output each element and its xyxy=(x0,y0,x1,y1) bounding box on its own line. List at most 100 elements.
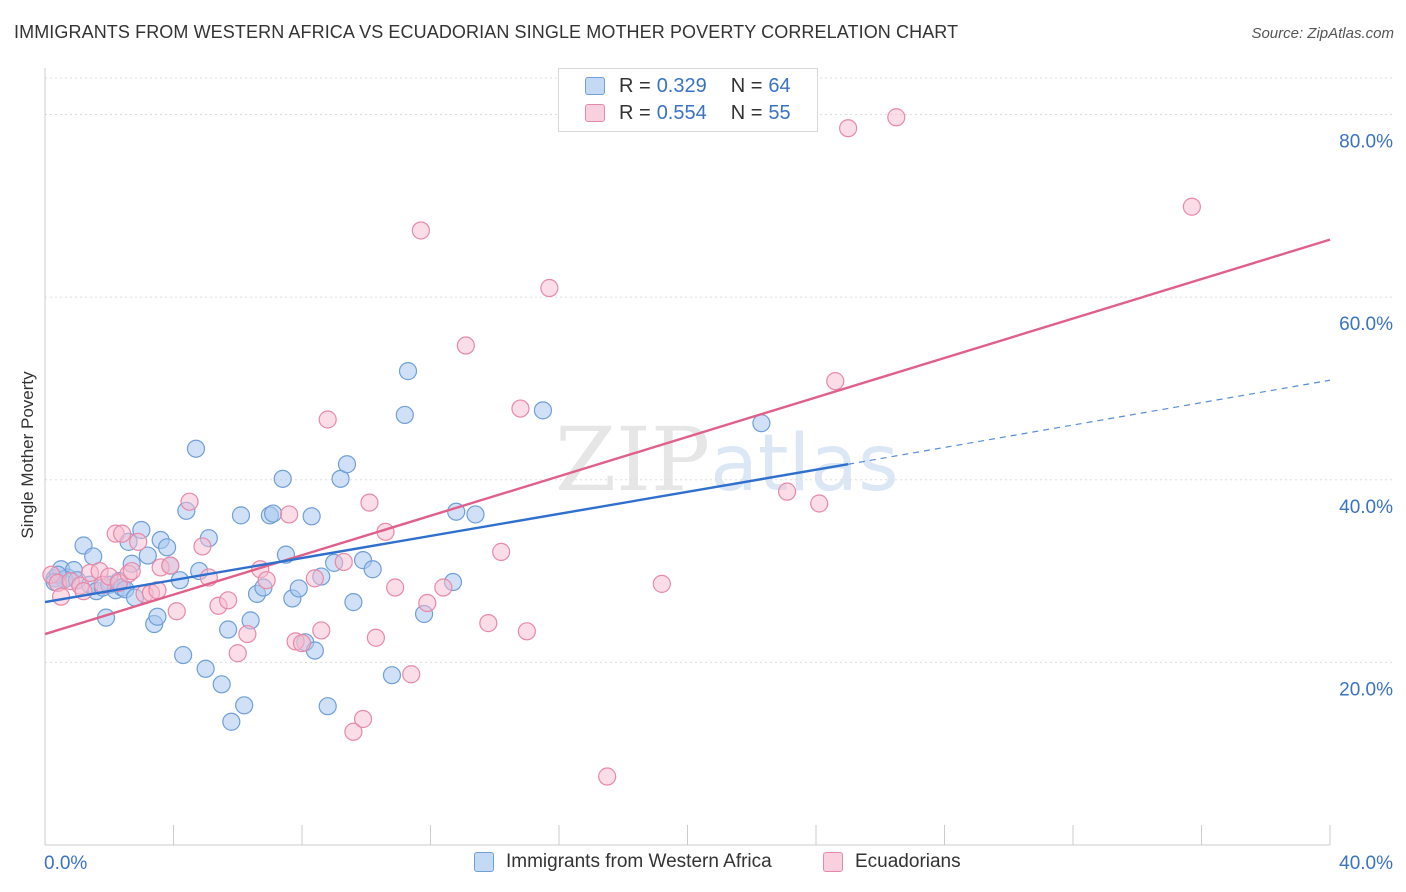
x-tick-label-max: 40.0% xyxy=(1339,853,1393,874)
data-point-ecuadorians xyxy=(517,622,536,641)
legend-swatch-blue xyxy=(585,77,605,95)
data-point-western-africa xyxy=(148,607,167,626)
y-tick-label: 80.0% xyxy=(1339,132,1393,153)
trend-lines xyxy=(44,238,1331,636)
legend-r-label: R = xyxy=(619,74,651,97)
data-point-western-africa xyxy=(337,455,357,474)
data-point-western-africa xyxy=(219,620,238,639)
legend-r-value: 0.554 xyxy=(656,101,707,124)
series-ecuadorians-points xyxy=(42,108,1201,786)
data-point-ecuadorians xyxy=(511,399,530,418)
trend-line-western-africa xyxy=(44,463,849,604)
data-point-ecuadorians xyxy=(456,336,475,355)
data-point-ecuadorians xyxy=(826,372,845,391)
data-point-ecuadorians xyxy=(418,593,437,613)
data-point-ecuadorians xyxy=(180,492,199,511)
data-point-western-africa xyxy=(382,666,402,685)
data-point-ecuadorians xyxy=(540,278,559,298)
data-point-western-africa xyxy=(302,507,321,526)
data-point-ecuadorians xyxy=(887,108,906,127)
bottom-legend-ecuadorians: Ecuadorians xyxy=(823,851,961,873)
gridlines xyxy=(45,77,1392,663)
data-point-western-africa xyxy=(186,439,206,458)
data-point-ecuadorians xyxy=(238,624,257,644)
legend-n-label: N = xyxy=(730,101,763,124)
data-point-ecuadorians xyxy=(1182,197,1201,216)
data-point-western-africa xyxy=(231,506,251,525)
data-point-ecuadorians xyxy=(228,644,247,663)
data-point-ecuadorians xyxy=(402,665,421,684)
data-point-ecuadorians xyxy=(353,709,373,729)
x-tick-label-min: 0.0% xyxy=(44,853,87,874)
data-point-ecuadorians xyxy=(257,571,276,590)
data-point-western-africa xyxy=(235,696,254,715)
bottom-legend-swatch-pink xyxy=(823,852,843,872)
y-axis-label: Single Mother Poverty xyxy=(18,371,37,539)
trend-line-ecuadorians xyxy=(44,238,1331,636)
legend-r-label: R = xyxy=(619,101,651,124)
legend-r-value: 0.329 xyxy=(656,74,707,97)
data-point-western-africa xyxy=(138,546,157,565)
data-point-western-africa xyxy=(318,697,337,716)
source-note: Source: ZipAtlas.com xyxy=(1251,25,1394,42)
data-point-ecuadorians xyxy=(167,602,186,621)
watermark-text: ZIPatlas xyxy=(555,408,899,511)
data-point-ecuadorians xyxy=(305,569,324,588)
data-point-ecuadorians xyxy=(318,410,337,429)
data-point-western-africa xyxy=(395,405,414,425)
data-point-ecuadorians xyxy=(280,505,299,524)
data-point-ecuadorians xyxy=(777,482,797,501)
trend-line-western-africa-extension xyxy=(848,379,1331,465)
data-point-ecuadorians xyxy=(839,119,858,138)
data-point-western-africa xyxy=(289,579,308,598)
data-point-western-africa xyxy=(157,538,177,557)
legend-row-western-africa: R = 0.329 N = 64 xyxy=(585,73,791,99)
data-point-western-africa xyxy=(344,593,363,612)
data-point-ecuadorians xyxy=(193,537,212,556)
data-point-ecuadorians xyxy=(366,628,385,647)
chart-title: IMMIGRANTS FROM WESTERN AFRICA VS ECUADO… xyxy=(14,22,959,42)
data-point-ecuadorians xyxy=(112,524,132,543)
legend-n-value: 55 xyxy=(768,101,791,124)
data-point-ecuadorians xyxy=(598,767,617,786)
y-tick-label: 40.0% xyxy=(1339,497,1393,518)
data-point-western-africa xyxy=(196,659,215,678)
data-point-ecuadorians xyxy=(312,621,331,640)
data-point-ecuadorians xyxy=(411,221,430,240)
bottom-legend-label: Immigrants from Western Africa xyxy=(506,851,772,872)
y-tick-label: 20.0% xyxy=(1339,679,1393,700)
legend-swatch-pink xyxy=(585,104,605,122)
data-point-ecuadorians xyxy=(122,561,141,581)
data-point-ecuadorians xyxy=(492,542,511,561)
legend-n-label: N = xyxy=(730,74,763,97)
data-point-ecuadorians xyxy=(434,578,453,597)
data-point-ecuadorians xyxy=(386,578,405,597)
data-point-ecuadorians xyxy=(334,552,353,572)
data-point-western-africa xyxy=(263,504,283,523)
legend-row-ecuadorians: R = 0.554 N = 55 xyxy=(585,100,791,126)
data-point-western-africa xyxy=(174,645,193,665)
data-point-western-africa xyxy=(533,401,553,420)
data-point-ecuadorians xyxy=(344,722,363,741)
data-point-western-africa xyxy=(273,469,292,488)
data-point-ecuadorians xyxy=(292,634,312,653)
data-point-ecuadorians xyxy=(129,532,148,551)
data-point-ecuadorians xyxy=(810,494,829,513)
stats-legend: R = 0.329 N = 64 R = 0.554 N = 55 xyxy=(558,68,818,132)
bottom-legend-swatch-blue xyxy=(474,852,494,872)
data-point-ecuadorians xyxy=(360,493,379,512)
bottom-legend-western-africa: Immigrants from Western Africa xyxy=(474,851,772,873)
data-point-western-africa xyxy=(222,712,241,731)
data-point-western-africa xyxy=(398,362,418,381)
data-point-western-africa xyxy=(466,505,485,524)
legend-n-value: 64 xyxy=(768,74,791,97)
y-tick-label: 60.0% xyxy=(1339,314,1393,335)
data-point-western-africa xyxy=(363,560,382,579)
axes xyxy=(44,68,1331,846)
tick-labels: 20.0% 40.0% 60.0% 80.0% 0.0% 40.0% xyxy=(44,132,1393,874)
data-point-ecuadorians xyxy=(652,574,671,593)
bottom-legend-label: Ecuadorians xyxy=(855,851,961,872)
data-point-ecuadorians xyxy=(479,614,498,633)
watermark: ZIPatlas xyxy=(555,408,899,511)
